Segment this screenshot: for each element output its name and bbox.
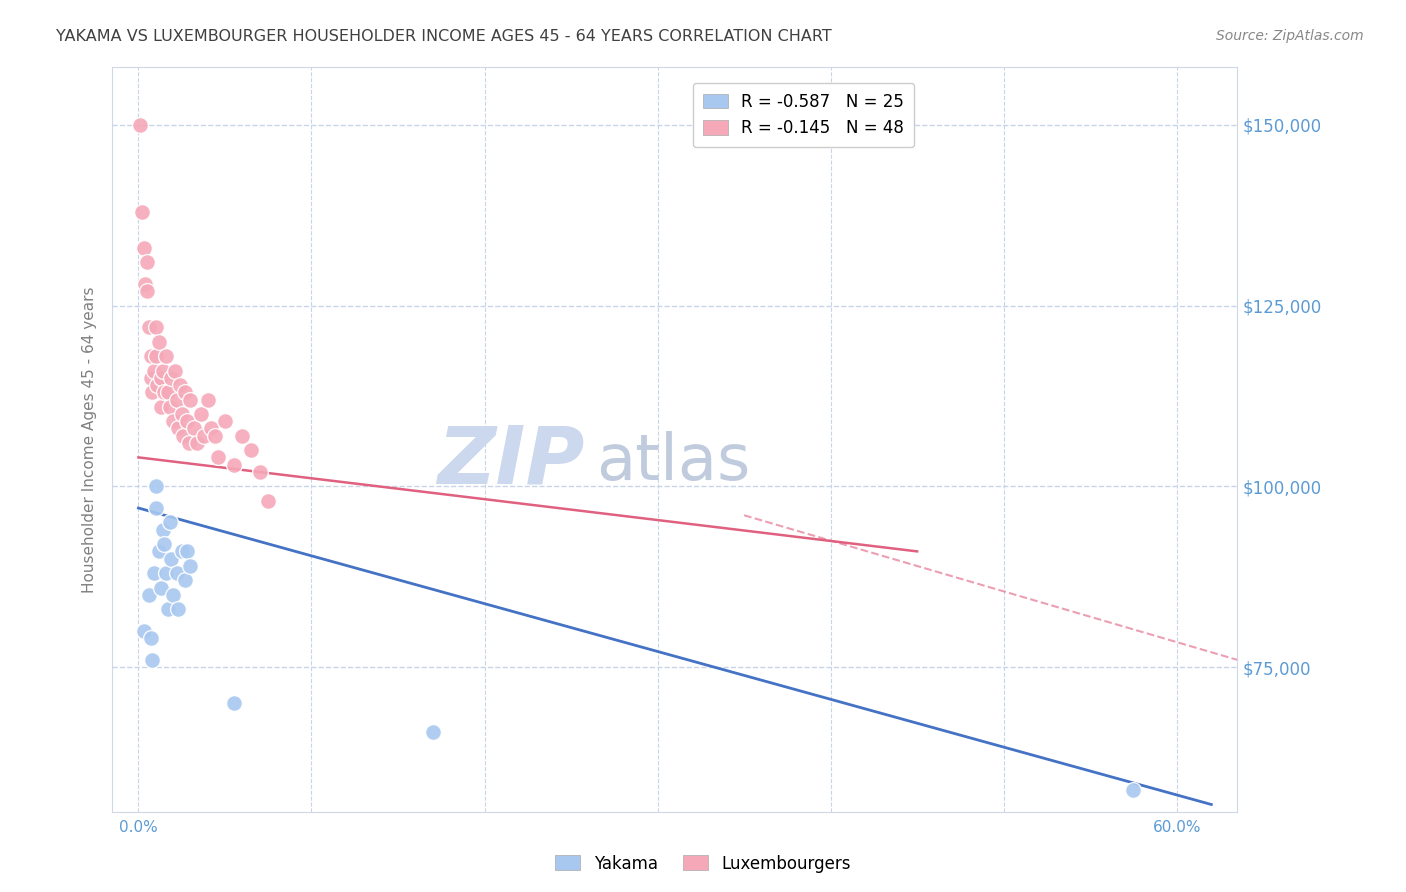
Point (148, 334, 170, 349)
Point (163, 363, 186, 377)
Point (204, 428, 226, 442)
Point (166, 392, 188, 407)
Legend: R = -0.587   N = 25, R = -0.145   N = 48: R = -0.587 N = 25, R = -0.145 N = 48 (693, 83, 914, 147)
Legend: Yakama, Luxembourgers: Yakama, Luxembourgers (548, 848, 858, 880)
Point (149, 400, 172, 414)
Point (214, 414, 236, 428)
Point (172, 428, 194, 442)
Point (162, 588, 184, 602)
Point (170, 544, 193, 558)
Point (174, 574, 197, 588)
Point (186, 436, 208, 450)
Point (145, 349, 167, 363)
Point (162, 414, 184, 428)
Point (139, 631, 162, 645)
Point (139, 371, 162, 385)
Point (146, 378, 169, 392)
Point (239, 443, 262, 458)
Point (222, 458, 245, 472)
Point (153, 385, 176, 400)
Point (193, 428, 215, 442)
Point (176, 414, 198, 428)
Point (207, 450, 229, 465)
Point (200, 421, 222, 435)
Point (156, 385, 179, 400)
Point (166, 566, 188, 580)
Point (179, 558, 201, 573)
Point (132, 241, 155, 255)
Text: YAKAMA VS LUXEMBOURGER HOUSEHOLDER INCOME AGES 45 - 64 YEARS CORRELATION CHART: YAKAMA VS LUXEMBOURGER HOUSEHOLDER INCOM… (56, 29, 832, 44)
Point (155, 349, 177, 363)
Point (134, 277, 156, 291)
Point (197, 392, 219, 407)
Point (160, 371, 183, 385)
Point (169, 378, 191, 392)
Point (190, 407, 212, 421)
Point (155, 566, 177, 580)
Point (159, 400, 181, 414)
Point (145, 501, 167, 516)
Point (132, 624, 155, 638)
Point (422, 725, 444, 739)
Text: ZIP: ZIP (437, 423, 585, 500)
Point (145, 479, 167, 493)
Point (159, 516, 181, 530)
Point (153, 537, 176, 551)
Y-axis label: Householder Income Ages 45 - 64 years: Householder Income Ages 45 - 64 years (82, 286, 97, 592)
Point (152, 523, 174, 537)
Point (148, 544, 170, 558)
Point (136, 255, 159, 269)
Point (145, 320, 167, 334)
Point (131, 204, 153, 219)
Point (167, 421, 190, 435)
Point (143, 363, 166, 377)
Point (179, 392, 201, 407)
Point (174, 385, 197, 400)
Point (152, 363, 174, 377)
Point (149, 371, 172, 385)
Point (170, 407, 193, 421)
Point (143, 566, 166, 580)
Point (141, 385, 163, 400)
Point (231, 428, 253, 442)
Point (183, 421, 205, 435)
Point (139, 349, 162, 363)
Point (222, 696, 245, 710)
Point (257, 493, 280, 508)
Point (129, 118, 152, 132)
Point (138, 588, 160, 602)
Point (156, 602, 179, 616)
Point (167, 602, 190, 616)
Point (1122, 783, 1144, 797)
Point (138, 320, 160, 334)
Text: atlas: atlas (596, 431, 751, 492)
Text: Source: ZipAtlas.com: Source: ZipAtlas.com (1216, 29, 1364, 43)
Point (249, 465, 271, 479)
Point (177, 436, 200, 450)
Point (160, 551, 183, 566)
Point (141, 653, 163, 667)
Point (136, 284, 159, 298)
Point (176, 544, 198, 558)
Point (149, 581, 172, 595)
